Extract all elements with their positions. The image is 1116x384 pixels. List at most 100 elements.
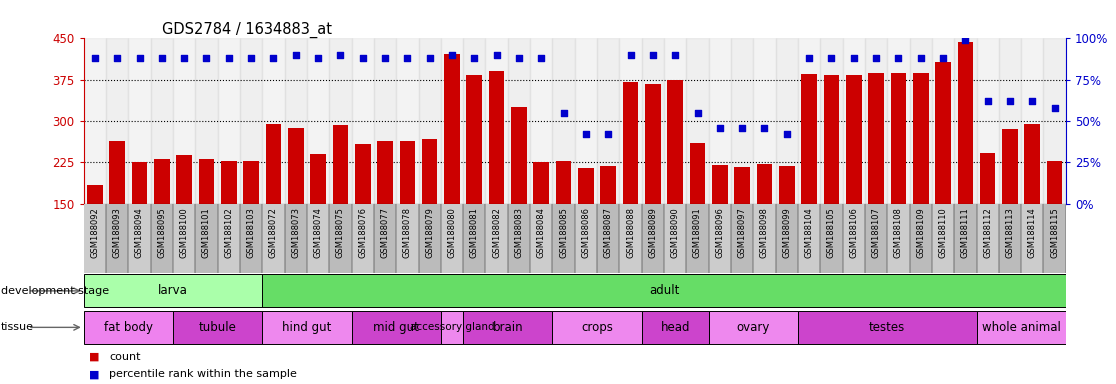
Text: brain: brain bbox=[492, 321, 523, 334]
Text: GSM188098: GSM188098 bbox=[760, 207, 769, 258]
Bar bbox=[485, 204, 508, 273]
Point bbox=[555, 109, 573, 116]
Bar bbox=[976, 311, 1066, 344]
Bar bbox=[285, 204, 307, 273]
Text: GSM188114: GSM188114 bbox=[1028, 207, 1037, 258]
Point bbox=[956, 37, 974, 43]
Bar bbox=[776, 204, 798, 273]
Bar bbox=[530, 204, 552, 273]
Text: GSM188088: GSM188088 bbox=[626, 207, 635, 258]
Bar bbox=[377, 141, 393, 204]
Text: GSM188102: GSM188102 bbox=[224, 207, 233, 258]
Bar bbox=[954, 38, 976, 204]
Bar bbox=[664, 38, 686, 204]
Bar bbox=[1021, 204, 1043, 273]
Text: GSM188092: GSM188092 bbox=[90, 207, 99, 258]
Bar bbox=[418, 38, 441, 204]
Bar bbox=[552, 38, 575, 204]
Bar bbox=[820, 204, 843, 273]
Text: ■: ■ bbox=[89, 352, 99, 362]
Bar bbox=[820, 38, 843, 204]
Bar bbox=[84, 275, 262, 307]
Bar bbox=[642, 38, 664, 204]
Bar bbox=[154, 159, 170, 204]
Point bbox=[644, 52, 662, 58]
Bar bbox=[776, 38, 798, 204]
Bar bbox=[976, 38, 999, 204]
Bar bbox=[396, 38, 418, 204]
Point bbox=[822, 55, 840, 61]
Bar bbox=[463, 204, 485, 273]
Text: GSM188083: GSM188083 bbox=[514, 207, 523, 258]
Point bbox=[577, 131, 595, 137]
Bar bbox=[552, 311, 642, 344]
Point bbox=[488, 52, 506, 58]
Bar bbox=[868, 73, 884, 204]
Text: GSM188074: GSM188074 bbox=[314, 207, 323, 258]
Bar bbox=[285, 38, 307, 204]
Bar bbox=[600, 166, 616, 204]
Text: GSM188107: GSM188107 bbox=[872, 207, 881, 258]
Text: GSM188075: GSM188075 bbox=[336, 207, 345, 258]
Point bbox=[912, 55, 930, 61]
Bar bbox=[352, 311, 441, 344]
Bar bbox=[418, 204, 441, 273]
Bar bbox=[441, 38, 463, 204]
Bar bbox=[552, 204, 575, 273]
Bar bbox=[489, 71, 504, 204]
Bar bbox=[243, 161, 259, 204]
Bar bbox=[176, 155, 192, 204]
Bar bbox=[400, 141, 415, 204]
Bar bbox=[779, 166, 795, 204]
Bar bbox=[664, 204, 686, 273]
Bar bbox=[801, 74, 817, 204]
Point bbox=[622, 52, 639, 58]
Text: GSM188110: GSM188110 bbox=[939, 207, 947, 258]
Text: GSM188106: GSM188106 bbox=[849, 207, 858, 258]
Bar bbox=[374, 204, 396, 273]
Bar bbox=[753, 204, 776, 273]
Point bbox=[153, 55, 171, 61]
Bar bbox=[444, 54, 460, 204]
Text: percentile rank within the sample: percentile rank within the sample bbox=[109, 369, 297, 379]
Point bbox=[889, 55, 907, 61]
Bar bbox=[645, 84, 661, 204]
Point bbox=[510, 55, 528, 61]
Text: GSM188096: GSM188096 bbox=[715, 207, 724, 258]
Bar bbox=[891, 73, 906, 204]
Text: larva: larva bbox=[158, 285, 187, 297]
Bar bbox=[508, 38, 530, 204]
Text: tissue: tissue bbox=[1, 322, 35, 333]
Bar bbox=[262, 38, 285, 204]
Bar bbox=[240, 204, 262, 273]
Text: GSM188113: GSM188113 bbox=[1006, 207, 1014, 258]
Point bbox=[198, 55, 215, 61]
Bar bbox=[530, 38, 552, 204]
Text: head: head bbox=[661, 321, 690, 334]
Bar bbox=[422, 139, 437, 204]
Bar bbox=[958, 42, 973, 204]
Bar bbox=[463, 38, 485, 204]
Point bbox=[1001, 98, 1019, 104]
Bar bbox=[195, 204, 218, 273]
Bar bbox=[865, 38, 887, 204]
Bar bbox=[999, 204, 1021, 273]
Point bbox=[733, 124, 751, 131]
Bar bbox=[173, 311, 262, 344]
Bar bbox=[597, 38, 619, 204]
Bar bbox=[441, 311, 463, 344]
Point bbox=[1023, 98, 1041, 104]
Bar bbox=[709, 38, 731, 204]
Bar bbox=[329, 204, 352, 273]
Bar bbox=[824, 75, 839, 204]
Point bbox=[398, 55, 416, 61]
Bar bbox=[865, 204, 887, 273]
Text: GSM188086: GSM188086 bbox=[581, 207, 590, 258]
Bar bbox=[173, 38, 195, 204]
Bar bbox=[396, 204, 418, 273]
Bar bbox=[533, 162, 549, 204]
Point bbox=[979, 98, 997, 104]
Point bbox=[756, 124, 773, 131]
Bar bbox=[84, 311, 173, 344]
Bar bbox=[887, 204, 910, 273]
